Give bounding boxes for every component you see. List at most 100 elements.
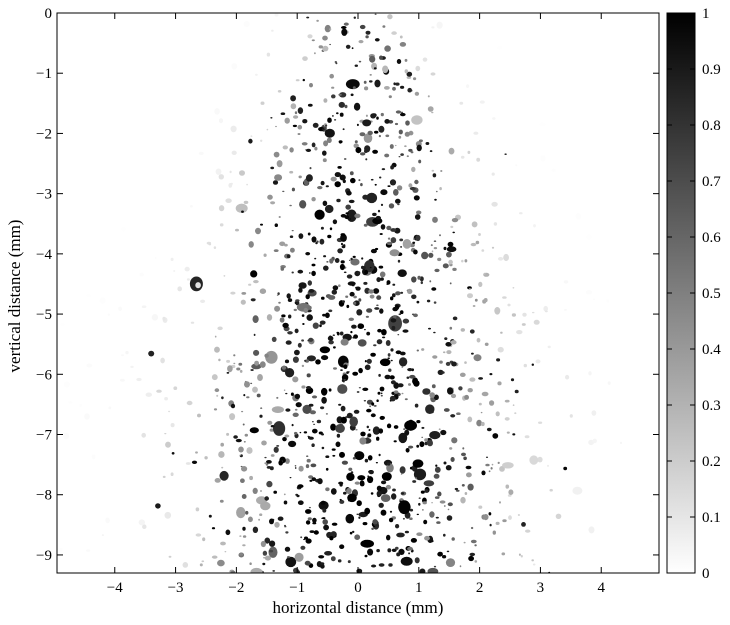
speckle-blob <box>324 128 335 138</box>
speckle-blob <box>359 481 365 487</box>
speckle-blob <box>358 298 362 302</box>
speckle-blob <box>366 308 373 313</box>
speckle-blob <box>360 539 375 548</box>
speckle-blob <box>285 531 289 534</box>
speckle-blob <box>195 282 201 289</box>
speckle-blob <box>332 454 336 457</box>
speckle-blob <box>320 500 326 505</box>
speckle-blob <box>86 294 92 298</box>
speckle-blob <box>319 238 325 245</box>
speckle-blob <box>369 80 373 83</box>
speckle-blob <box>385 484 391 490</box>
speckle-blob <box>427 106 434 112</box>
speckle-blob <box>399 35 403 39</box>
speckle-blob <box>359 132 366 137</box>
speckle-blob <box>240 299 246 305</box>
speckle-blob <box>518 553 521 556</box>
speckle-blob <box>467 416 473 423</box>
speckle-blob <box>350 258 360 266</box>
speckle-blob <box>394 144 397 147</box>
speckle-blob <box>402 329 409 333</box>
speckle-blob <box>327 335 334 341</box>
speckle-blob <box>639 253 642 257</box>
speckle-blob <box>585 290 593 295</box>
speckle-blob <box>371 527 374 530</box>
speckle-blob <box>377 209 381 213</box>
speckle-blob <box>274 305 281 312</box>
speckle-blob <box>239 369 243 373</box>
speckle-blob <box>520 554 523 558</box>
x-axis-ticks: −4 −3 −2 −1 0 1 2 3 4 <box>107 13 605 596</box>
speckle-blob <box>339 498 342 501</box>
speckle-blob <box>335 424 345 433</box>
speckle-blob <box>351 324 357 329</box>
speckle-blob <box>588 526 595 534</box>
speckle-blob <box>243 441 246 443</box>
speckle-blob <box>389 144 394 149</box>
speckle-blob <box>400 85 405 89</box>
speckle-blob <box>379 271 386 278</box>
speckle-blob <box>305 294 310 300</box>
colorbar-tick-label: 0.7 <box>702 174 721 190</box>
speckle-blob <box>486 427 492 432</box>
speckle-blob <box>388 95 392 99</box>
speckle-blob <box>284 359 290 364</box>
speckle-blob <box>470 242 477 247</box>
x-axis-label: horizontal distance (mm) <box>273 598 444 617</box>
speckle-blob <box>563 466 568 471</box>
speckle-blob <box>382 25 386 28</box>
speckle-blob <box>417 275 421 280</box>
speckle-blob <box>367 475 370 477</box>
speckle-blob <box>365 158 368 161</box>
speckle-blob <box>504 153 507 155</box>
speckle-blob <box>489 400 495 406</box>
colorbar-tick-label: 0.9 <box>702 62 721 78</box>
speckle-blob <box>364 554 368 558</box>
speckle-blob <box>390 165 394 170</box>
speckle-blob <box>290 392 294 396</box>
speckle-blob <box>493 222 498 226</box>
speckle-blob <box>411 115 423 125</box>
y-tick-label: −7 <box>36 428 52 444</box>
speckle-blob <box>412 241 416 244</box>
speckle-blob <box>279 317 285 323</box>
speckle-blob <box>443 505 446 507</box>
speckle-blob <box>349 416 359 427</box>
speckle-blob <box>451 218 459 223</box>
speckle-blob <box>218 358 221 362</box>
speckle-blob <box>427 439 433 447</box>
speckle-blob <box>380 395 383 397</box>
speckle-blob <box>369 294 375 299</box>
speckle-blob <box>346 472 355 481</box>
speckle-blob <box>289 204 292 207</box>
speckle-blob <box>241 410 244 413</box>
speckle-blob <box>332 219 338 225</box>
speckle-blob <box>512 287 515 289</box>
y-axis-label: vertical distance (mm) <box>5 220 24 373</box>
speckle-blob <box>262 562 266 566</box>
speckle-blob <box>318 45 323 49</box>
speckle-blob <box>333 367 337 370</box>
speckle-blob <box>307 435 310 438</box>
speckle-blob <box>512 433 516 436</box>
speckle-blob <box>435 516 439 519</box>
speckle-blob <box>430 72 436 76</box>
speckle-blob <box>478 505 483 509</box>
speckle-blob <box>357 339 367 347</box>
speckle-blob <box>312 517 317 523</box>
speckle-blob <box>418 159 422 164</box>
speckle-blob <box>358 60 362 63</box>
speckle-blob <box>208 514 212 518</box>
speckle-blob <box>391 548 397 552</box>
speckle-blob <box>186 278 190 281</box>
speckle-blob <box>521 323 526 326</box>
speckle-blob <box>236 367 241 371</box>
speckle-blob <box>364 360 367 363</box>
speckle-blob <box>59 547 63 552</box>
speckle-blob <box>395 291 401 296</box>
speckle-blob <box>230 570 236 573</box>
speckle-blob <box>418 497 421 499</box>
speckle-blob <box>226 432 230 436</box>
speckle-blob <box>372 149 378 154</box>
speckle-blob <box>276 445 280 447</box>
